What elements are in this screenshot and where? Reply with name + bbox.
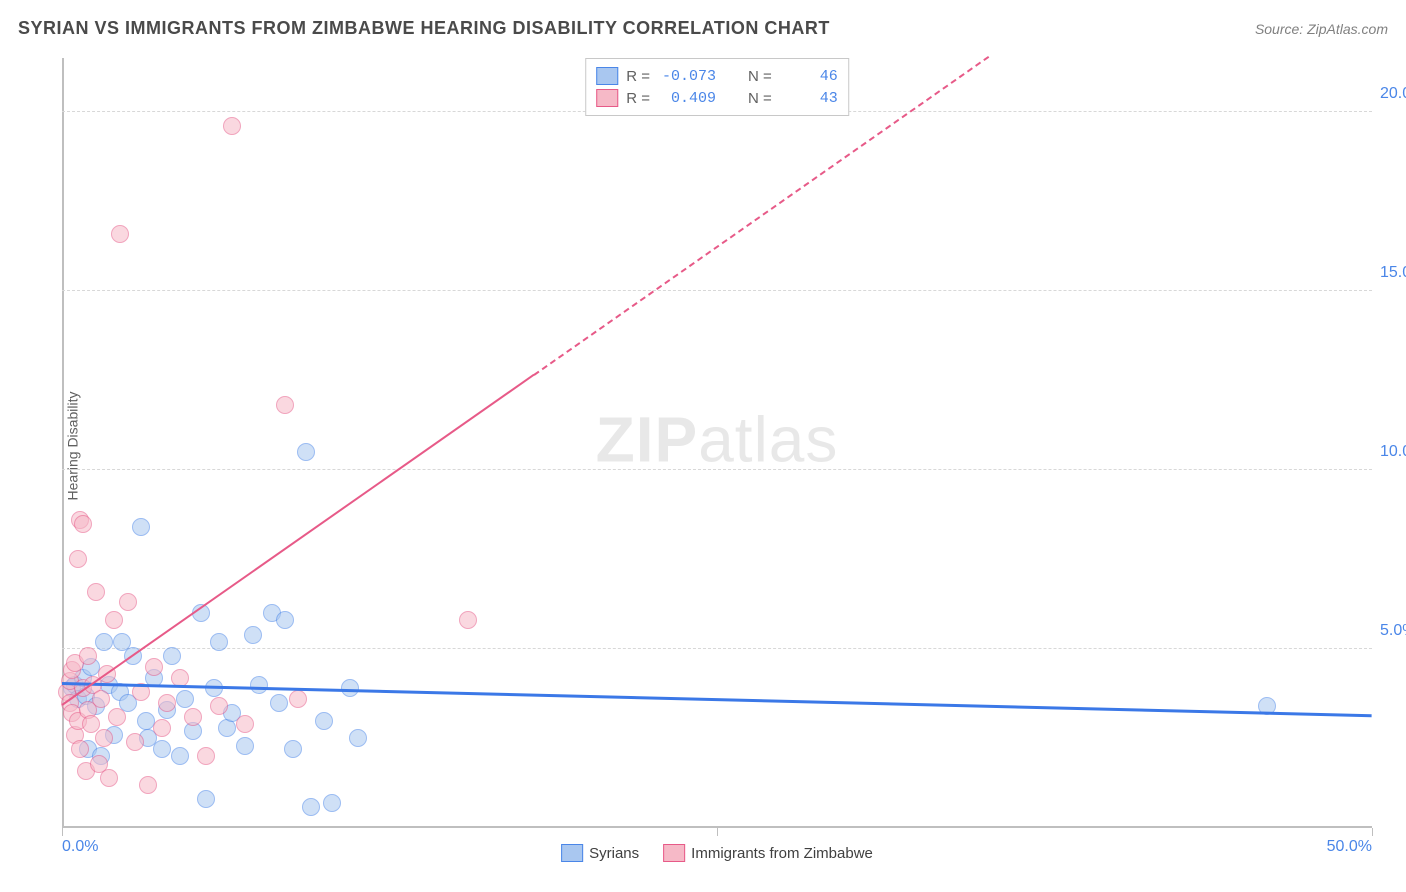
data-point-syrians <box>176 690 194 708</box>
legend-stats-row: R =-0.073N =46 <box>596 65 838 87</box>
data-point-zimbabwe <box>79 647 97 665</box>
data-point-syrians <box>210 633 228 651</box>
data-point-zimbabwe <box>139 776 157 794</box>
data-point-syrians <box>244 626 262 644</box>
legend-stats: R =-0.073N =46R =0.409N =43 <box>585 58 849 116</box>
legend-label: Syrians <box>589 845 639 862</box>
data-point-syrians <box>197 790 215 808</box>
regression-line <box>62 682 1372 717</box>
data-point-zimbabwe <box>95 729 113 747</box>
data-point-zimbabwe <box>87 583 105 601</box>
legend-item: Immigrants from Zimbabwe <box>663 844 873 862</box>
legend-label: Immigrants from Zimbabwe <box>691 845 873 862</box>
data-point-zimbabwe <box>105 611 123 629</box>
data-point-zimbabwe <box>119 593 137 611</box>
x-tick <box>1372 828 1373 836</box>
gridline <box>62 648 1372 649</box>
data-point-zimbabwe <box>276 396 294 414</box>
x-tick <box>717 828 718 836</box>
gridline <box>62 290 1372 291</box>
data-point-zimbabwe <box>223 117 241 135</box>
data-point-syrians <box>171 747 189 765</box>
data-point-syrians <box>95 633 113 651</box>
data-point-zimbabwe <box>92 690 110 708</box>
data-point-zimbabwe <box>289 690 307 708</box>
data-point-zimbabwe <box>236 715 254 733</box>
y-tick-label: 20.0% <box>1380 85 1406 103</box>
data-point-syrians <box>132 518 150 536</box>
data-point-syrians <box>276 611 294 629</box>
data-point-syrians <box>284 740 302 758</box>
data-point-syrians <box>302 798 320 816</box>
data-point-zimbabwe <box>100 769 118 787</box>
data-point-zimbabwe <box>71 740 89 758</box>
chart-title: SYRIAN VS IMMIGRANTS FROM ZIMBABWE HEARI… <box>18 18 830 39</box>
data-point-zimbabwe <box>184 708 202 726</box>
data-point-zimbabwe <box>158 694 176 712</box>
scatter-plot: ZIPatlas 5.0%10.0%15.0%20.0%0.0%50.0%R =… <box>62 58 1372 828</box>
legend-stats-row: R =0.409N =43 <box>596 87 838 109</box>
data-point-syrians <box>270 694 288 712</box>
data-point-syrians <box>323 794 341 812</box>
legend-swatch <box>596 67 618 85</box>
legend-swatch <box>663 844 685 862</box>
legend-item: Syrians <box>561 844 639 862</box>
y-tick-label: 5.0% <box>1380 622 1406 640</box>
data-point-syrians <box>297 443 315 461</box>
data-point-syrians <box>250 676 268 694</box>
data-point-syrians <box>349 729 367 747</box>
data-point-zimbabwe <box>126 733 144 751</box>
legend-series: Syrians Immigrants from Zimbabwe <box>561 844 873 862</box>
data-point-zimbabwe <box>459 611 477 629</box>
data-point-syrians <box>163 647 181 665</box>
data-point-zimbabwe <box>69 550 87 568</box>
data-point-syrians <box>315 712 333 730</box>
data-point-zimbabwe <box>74 515 92 533</box>
y-tick-label: 10.0% <box>1380 443 1406 461</box>
x-tick-label: 0.0% <box>62 838 98 856</box>
data-point-zimbabwe <box>111 225 129 243</box>
source-label: Source: ZipAtlas.com <box>1255 21 1388 37</box>
data-point-zimbabwe <box>145 658 163 676</box>
data-point-zimbabwe <box>197 747 215 765</box>
data-point-syrians <box>236 737 254 755</box>
legend-swatch <box>596 89 618 107</box>
x-tick-label: 50.0% <box>1327 838 1372 856</box>
data-point-syrians <box>153 740 171 758</box>
watermark: ZIPatlas <box>596 402 839 476</box>
data-point-zimbabwe <box>82 715 100 733</box>
data-point-zimbabwe <box>210 697 228 715</box>
data-point-zimbabwe <box>108 708 126 726</box>
y-tick-label: 15.0% <box>1380 264 1406 282</box>
gridline <box>62 469 1372 470</box>
data-point-zimbabwe <box>153 719 171 737</box>
x-tick <box>62 828 63 836</box>
regression-line <box>61 374 534 706</box>
legend-swatch <box>561 844 583 862</box>
header: SYRIAN VS IMMIGRANTS FROM ZIMBABWE HEARI… <box>18 18 1388 39</box>
